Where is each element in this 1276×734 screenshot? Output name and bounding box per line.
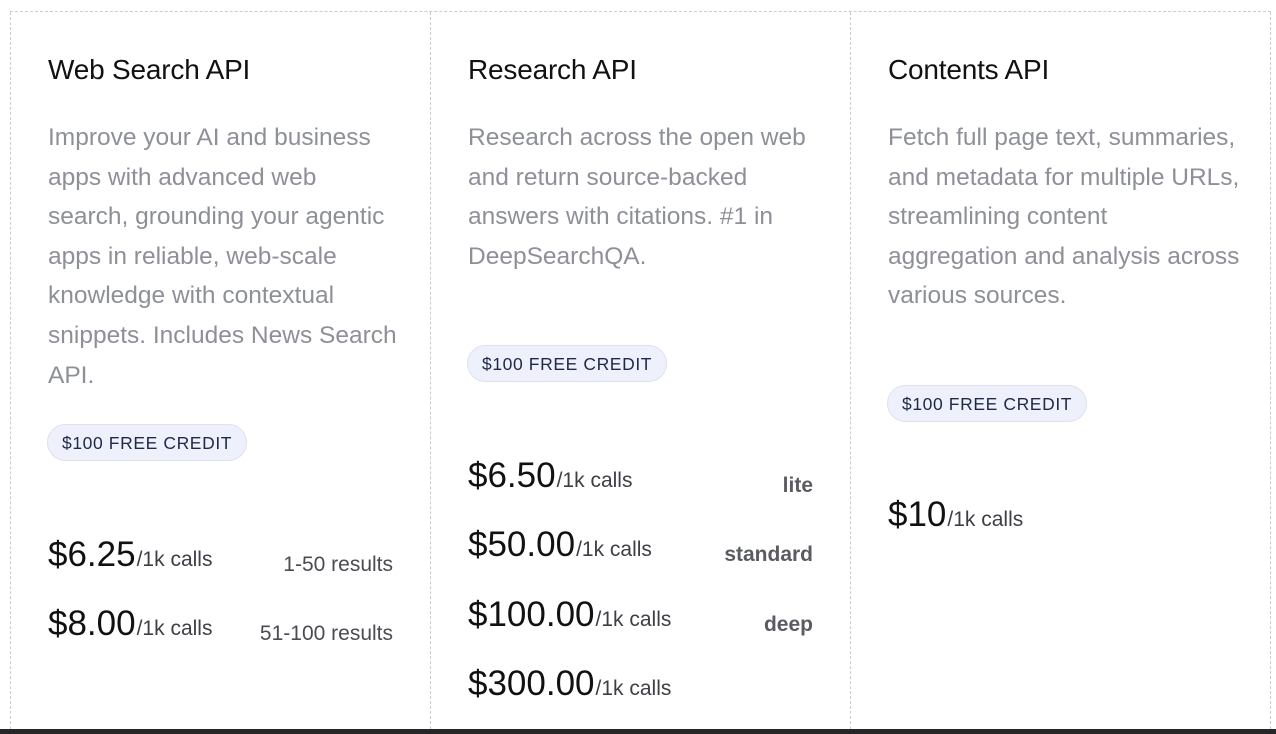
- price-tier: deep: [763, 613, 813, 636]
- price-unit: /1k calls: [136, 617, 213, 640]
- free-credit-badge: $100 FREE CREDIT: [467, 345, 668, 382]
- price-amount: $100.00/1k calls: [468, 595, 672, 634]
- price-unit: /1k calls: [947, 508, 1024, 531]
- price-unit: /1k calls: [556, 469, 633, 492]
- free-credit-badge: $100 FREE CREDIT: [47, 424, 248, 461]
- bottom-bar: [0, 729, 1276, 734]
- price-unit: /1k calls: [595, 677, 672, 700]
- price-row: $6.25/1k calls 1-50 results: [48, 535, 393, 580]
- price-unit: /1k calls: [576, 538, 652, 561]
- price-tier: 1-50 results: [283, 553, 393, 576]
- price-row: $50.00/1k calls standard: [468, 525, 813, 570]
- card-title: Web Search API: [48, 54, 251, 85]
- price-tier: lite: [782, 474, 813, 497]
- price-amount: $50.00/1k calls: [468, 525, 652, 564]
- card-description: Research across the open web and return …: [468, 124, 806, 270]
- price-unit: /1k calls: [136, 548, 213, 571]
- price-unit: /1k calls: [595, 608, 672, 631]
- card-description: Improve your AI and business apps with a…: [48, 124, 397, 389]
- price-row: $100.00/1k calls deep: [468, 595, 813, 640]
- card-title: Research API: [468, 54, 637, 85]
- price-row: $10/1k calls: [888, 495, 1233, 540]
- price-tier: standard: [724, 543, 813, 566]
- card-research-api: Research API Research across the open we…: [430, 12, 850, 734]
- price-amount: $6.25/1k calls: [48, 535, 213, 574]
- price-row: $8.00/1k calls 51-100 results: [48, 604, 393, 649]
- price-amount: $10/1k calls: [888, 495, 1024, 534]
- price-row: $6.50/1k calls lite: [468, 456, 813, 501]
- free-credit-badge: $100 FREE CREDIT: [887, 385, 1088, 422]
- card-title: Contents API: [888, 54, 1050, 85]
- price-amount: $300.00/1k calls: [468, 664, 672, 703]
- price-tier: 51-100 results: [259, 622, 393, 645]
- price-row: $300.00/1k calls: [468, 664, 813, 709]
- price-amount: $6.50/1k calls: [468, 456, 633, 495]
- pricing-grid: Web Search API Improve your AI and busin…: [10, 11, 1271, 734]
- card-contents-api: Contents API Fetch full page text, summa…: [850, 12, 1271, 734]
- card-web-search-api: Web Search API Improve your AI and busin…: [10, 12, 430, 734]
- price-amount: $8.00/1k calls: [48, 604, 213, 643]
- card-description: Fetch full page text, summaries, and met…: [888, 124, 1240, 310]
